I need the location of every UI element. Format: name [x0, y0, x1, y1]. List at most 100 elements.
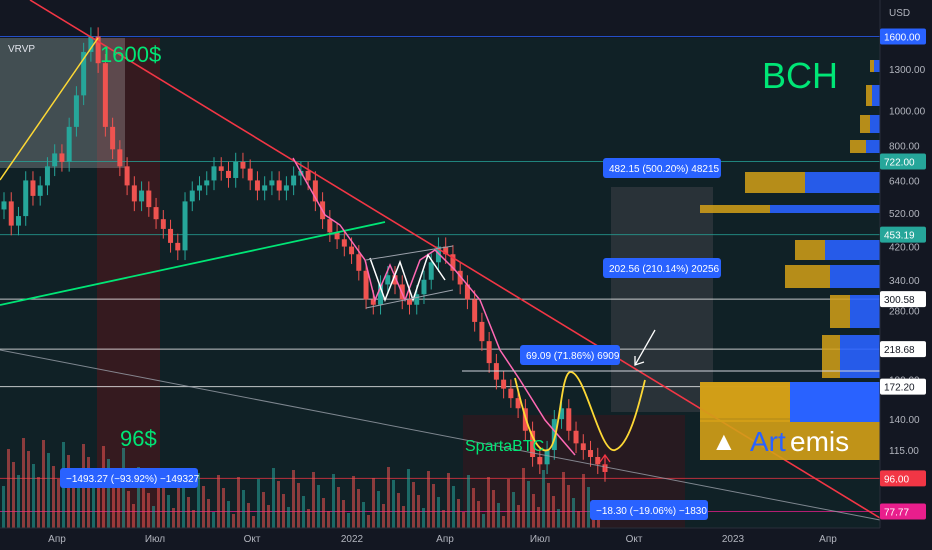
price-axis[interactable]: USD 1300.00 1000.00 800.00 640.00 520.00 420.… — [879, 0, 932, 550]
volume-bar — [7, 449, 10, 528]
candlesticks — [1, 27, 608, 482]
white-arrow-head — [634, 356, 645, 366]
price-tag-label: 1600.00 — [884, 32, 921, 43]
volume-bar — [212, 512, 215, 528]
x-tick-label: 2023 — [722, 534, 745, 545]
volume-bar — [562, 472, 565, 528]
volume-bar — [252, 516, 255, 528]
x-tick-label: Апр — [436, 534, 454, 545]
x-tick-label: Июл — [530, 534, 550, 545]
profile-bar-down — [700, 205, 770, 213]
profile-bar-up — [866, 140, 880, 153]
volume-bar — [202, 486, 205, 528]
volume-bar — [242, 490, 245, 528]
volume-bar — [77, 481, 80, 528]
candle-body — [197, 185, 203, 191]
volume-bar — [37, 477, 40, 528]
symbol-title: BCH — [762, 55, 838, 96]
volume-bar — [422, 508, 425, 528]
measure-1: 482.15 (500.20%) 48215 — [609, 164, 720, 175]
price-tag — [880, 226, 926, 243]
volume-bar — [287, 507, 290, 528]
volume-bar — [377, 491, 380, 528]
candle-body — [218, 166, 224, 171]
candle-body — [88, 36, 94, 52]
volume-bar — [497, 503, 500, 528]
bottom-price-annotation: 96$ — [120, 426, 157, 451]
price-tag — [880, 341, 926, 358]
candle-body — [211, 166, 217, 181]
candle-body — [414, 294, 420, 305]
volume-bar — [17, 475, 20, 528]
volume-bar — [457, 499, 460, 528]
volume-bar — [157, 469, 160, 528]
candle-body — [254, 180, 260, 191]
volume-bar — [462, 512, 465, 528]
volume-bar — [22, 438, 25, 528]
volume-bar — [197, 473, 200, 528]
candle-body — [124, 166, 130, 186]
volume-bar — [327, 511, 330, 528]
candle-body — [515, 398, 521, 409]
volume-bar — [267, 505, 270, 528]
indicator-label: VRVP — [8, 44, 35, 55]
candle-body — [472, 299, 478, 322]
volume-bar — [92, 470, 95, 528]
y-tick-label: 1300.00 — [889, 65, 926, 76]
candle-body — [356, 254, 362, 271]
candle-body — [508, 388, 514, 399]
top-price-annotation: 1600$ — [100, 42, 161, 67]
volume-bar — [427, 471, 430, 528]
candle-body — [175, 242, 181, 251]
volume-bar — [317, 485, 320, 528]
candle-body — [146, 190, 152, 208]
candle-body — [312, 180, 318, 202]
profile-bar-down — [822, 335, 840, 378]
volume-bar — [72, 468, 75, 528]
y-tick-label: 115.00 — [889, 446, 919, 457]
profile-bar-up — [872, 85, 880, 106]
volume-bar — [547, 483, 550, 528]
x-tick-label: Апр — [48, 534, 66, 545]
channel-down-line — [292, 157, 576, 456]
candle-body — [421, 279, 427, 295]
candle-body — [406, 299, 412, 305]
time-axis[interactable]: Апр Июл Окт 2022 Апр Июл Окт 2023 Апр — [0, 527, 932, 550]
price-tag — [880, 470, 926, 487]
profile-bar-down — [870, 60, 874, 72]
candle-body — [269, 180, 275, 186]
volume-bar — [397, 493, 400, 528]
price-tag — [880, 153, 926, 170]
volume-bar — [597, 513, 600, 528]
y-tick-label: 340.00 — [889, 276, 920, 287]
volume-bar — [322, 498, 325, 528]
volume-bar — [237, 477, 240, 528]
profile-bar-down — [795, 240, 825, 260]
volume-bar — [402, 506, 405, 528]
volume-bar — [442, 510, 445, 528]
volume-bar — [117, 485, 120, 528]
volume-bar — [502, 516, 505, 528]
volume-bar — [362, 502, 365, 528]
volume-bar — [367, 515, 370, 528]
volume-bar — [187, 497, 190, 528]
profile-bar-down — [745, 172, 805, 193]
volume-bar — [357, 489, 360, 528]
volume-bar — [482, 514, 485, 528]
x-tick-label: Июл — [145, 534, 165, 545]
volume-bar — [517, 505, 520, 528]
price-tag-label: 300.58 — [884, 295, 915, 306]
volume-bar — [582, 474, 585, 528]
candle-body — [1, 201, 7, 210]
y-tick-label: 640.00 — [889, 176, 920, 187]
candle-body — [559, 408, 565, 420]
candle-body — [363, 270, 369, 300]
down-arrow-head — [599, 453, 611, 463]
profile-bar-down — [866, 85, 872, 106]
x-tick-label: 2022 — [341, 534, 364, 545]
volume-bar — [182, 484, 185, 528]
author-label: SpartaBTC — [465, 438, 544, 455]
candle-body — [305, 170, 311, 181]
profile-bar-down — [860, 115, 870, 133]
